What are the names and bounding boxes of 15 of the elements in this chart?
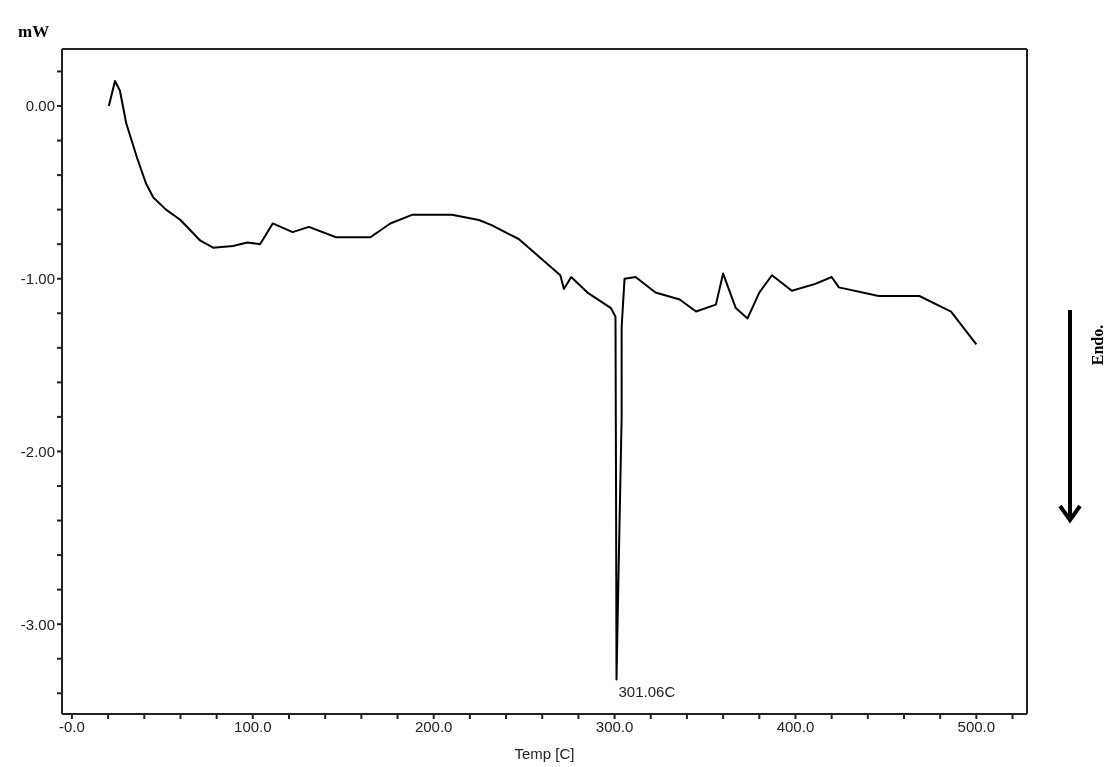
annotation: 301.06C [618, 683, 676, 701]
line-series [107, 79, 978, 681]
y-tick-label: 0.00 [25, 97, 55, 115]
y-tick-label: -3.00 [20, 615, 55, 633]
x-tick-label: -0.0 [59, 717, 85, 735]
y-axis-title: mW [18, 22, 50, 42]
x-tick-label: 500.0 [957, 717, 996, 735]
x-axis-title: Temp [C] [514, 745, 575, 762]
x-tick-label: 200.0 [414, 717, 453, 735]
x-tick-label: 300.0 [595, 717, 634, 735]
text: Endo. [1089, 324, 1107, 366]
x-tick-label: 100.0 [234, 717, 272, 735]
y-tick-label: -2.00 [20, 442, 55, 460]
x-tick-label: 400.0 [776, 717, 815, 735]
y-tick-label: -1.00 [20, 270, 55, 288]
